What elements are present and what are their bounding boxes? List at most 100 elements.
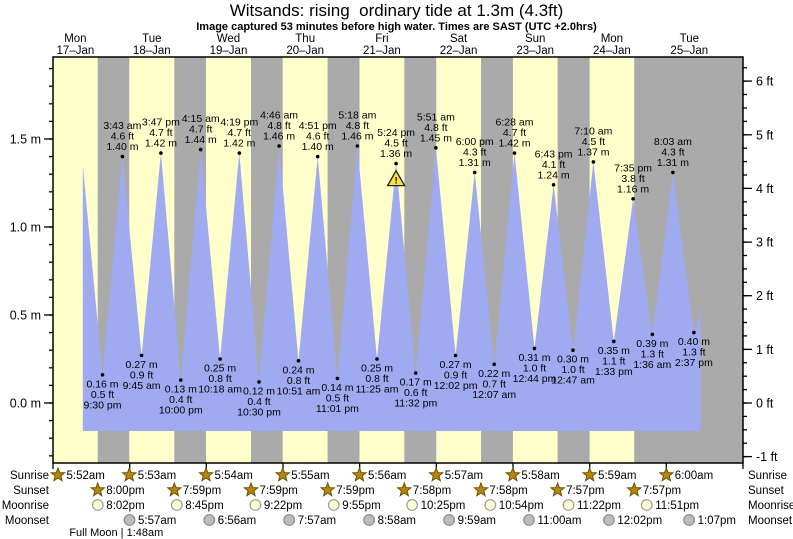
low-tide-label-line: 0.4 ft (169, 394, 192, 406)
tide-event-dot (100, 373, 105, 377)
moonset-icon (363, 514, 376, 526)
tide-event-dot (296, 359, 301, 363)
sunrise-time: 5:58am (521, 470, 559, 482)
row-label-left-sunset: Sunset (13, 485, 50, 497)
tide-event-dot (413, 371, 418, 375)
row-label-right-sunset: Sunset (748, 485, 785, 497)
high-tide-label-line: 4:51 pm (299, 120, 337, 132)
high-tide-label-line: 3:43 am (103, 120, 141, 132)
low-tide-label-line: 1.3 ft (682, 347, 705, 359)
low-tide-label-line: 10:00 pm (159, 405, 203, 417)
tide-event-dot (375, 357, 379, 361)
day-date-label: 23–Jan (516, 45, 554, 57)
full-moon-label: Full Moon | 1:48am (69, 527, 163, 539)
high-tide-label-line: 1.40 m (106, 141, 138, 153)
moonset-icon (283, 514, 296, 526)
high-tide-label-line: 6:00 pm (456, 136, 494, 148)
moonrise-icon (406, 499, 419, 511)
sunset-time: 7:58pm (489, 485, 527, 497)
sunset-time: 7:59pm (260, 485, 298, 497)
low-tide-label-line: 9:30 pm (84, 399, 122, 411)
plot-frame (52, 56, 744, 464)
low-tide-label-line: 0.12 m (243, 385, 275, 397)
day-name-label: Sat (450, 33, 468, 45)
high-tide-label-line: 4.7 ft (228, 127, 251, 139)
low-tide-label-line: 1.3 ft (641, 348, 664, 360)
day-date-label: 18–Jan (133, 45, 171, 57)
tide-event-dot (237, 151, 242, 155)
tide-event-dot (159, 151, 163, 155)
moonrise-time: 9:22pm (264, 500, 302, 512)
low-tide-label-line: 0.13 m (165, 384, 197, 396)
moonset-icon (443, 514, 456, 526)
right-axis-tick-label: 6 ft (756, 75, 774, 89)
low-tide-label-line: 0.22 m (478, 368, 510, 380)
high-tide-label-line: 1.46 m (341, 131, 373, 143)
high-tide-label-line: 3:47 pm (142, 117, 180, 129)
moonset-time: 11:00am (538, 515, 582, 527)
moonset-icon (603, 514, 615, 526)
high-tide-label-line: 4:46 am (260, 110, 298, 122)
high-tide-label-line: 1.42 m (223, 138, 255, 150)
moonset-icon (523, 514, 535, 526)
high-tide-label-line: 1.36 m (380, 148, 412, 160)
moonrise-time: 11:51pm (655, 500, 699, 512)
sunset-icon (319, 481, 336, 497)
day-name-label: Mon (64, 33, 86, 45)
tide-event-dot (512, 151, 517, 155)
low-tide-label-line: 11:25 am (356, 384, 399, 396)
low-tide-label-line: 0.39 m (636, 338, 668, 350)
high-tide-label-line: 1.45 m (420, 132, 452, 144)
tide-event-dot (472, 170, 477, 175)
high-tide-label-line: 1.24 m (538, 169, 570, 181)
sunrise-icon (351, 466, 368, 482)
high-tide-label-line: 4.3 ft (463, 146, 486, 158)
right-axis-tick-label: -1 ft (756, 450, 778, 464)
row-label-left-moonrise: Moonrise (2, 500, 49, 512)
sunrise-icon (658, 466, 675, 482)
high-tide-label-line: 7:35 pm (614, 162, 652, 174)
low-tide-label-line: 0.31 m (518, 352, 550, 364)
tide-event-dot (453, 353, 458, 358)
moonrise-time: 10:54pm (499, 500, 544, 512)
low-tide-label-line: 0.8 ft (208, 373, 231, 385)
moonrise-time: 10:25pm (421, 500, 466, 512)
row-label-left-sunrise: Sunrise (10, 470, 49, 482)
left-axis-tick-label: 1.0 m (10, 221, 41, 235)
high-tide-label-line: 1.31 m (657, 157, 689, 169)
high-tide-label-line: 4.8 ft (424, 122, 447, 134)
high-tide-label-line: 5:18 am (338, 110, 376, 122)
low-tide-label-line: 0.30 m (557, 354, 589, 366)
low-tide-label-line: 0.7 ft (483, 378, 506, 390)
right-axis-tick-label: 0 ft (756, 397, 774, 411)
tide-event-dot (650, 332, 655, 337)
moonset-time: 6:56am (218, 515, 256, 527)
tide-event-dot (612, 339, 616, 344)
high-tide-label-line: 7:10 am (574, 125, 612, 137)
low-tide-label-line: 0.14 m (321, 382, 353, 394)
low-tide-label-line: 10:30 pm (237, 406, 281, 418)
low-tide-label-line: 0.16 m (86, 378, 118, 390)
low-tide-label-line: 12:47 am (551, 375, 595, 387)
moonset-time: 1:07pm (698, 515, 736, 527)
high-tide-label-line: 1.42 m (145, 138, 177, 150)
row-label-left-moonset: Moonset (5, 515, 50, 527)
high-tide-label-line: 1.37 m (577, 146, 609, 158)
low-tide-label-line: 0.8 ft (287, 375, 310, 387)
high-tide-label-line: 6:28 am (496, 117, 534, 129)
high-tide-label-line: 3.8 ft (621, 173, 644, 185)
sunset-time: 8:00pm (106, 485, 144, 497)
left-axis-tick-label: 0.0 m (10, 397, 41, 411)
tide-event-dot (257, 380, 261, 384)
tide-curve (82, 146, 701, 431)
tide-event-dot (692, 330, 696, 335)
tide-event-dot (335, 376, 340, 381)
row-label-right-sunrise: Sunrise (748, 470, 787, 482)
high-tide-label-line: 1.40 m (302, 141, 334, 153)
low-tide-label-line: 0.25 m (361, 363, 393, 375)
high-tide-label-line: 4.7 ft (503, 127, 526, 139)
day-name-label: Tue (142, 33, 161, 45)
sunrise-icon (198, 466, 215, 482)
sunset-icon (166, 481, 183, 497)
